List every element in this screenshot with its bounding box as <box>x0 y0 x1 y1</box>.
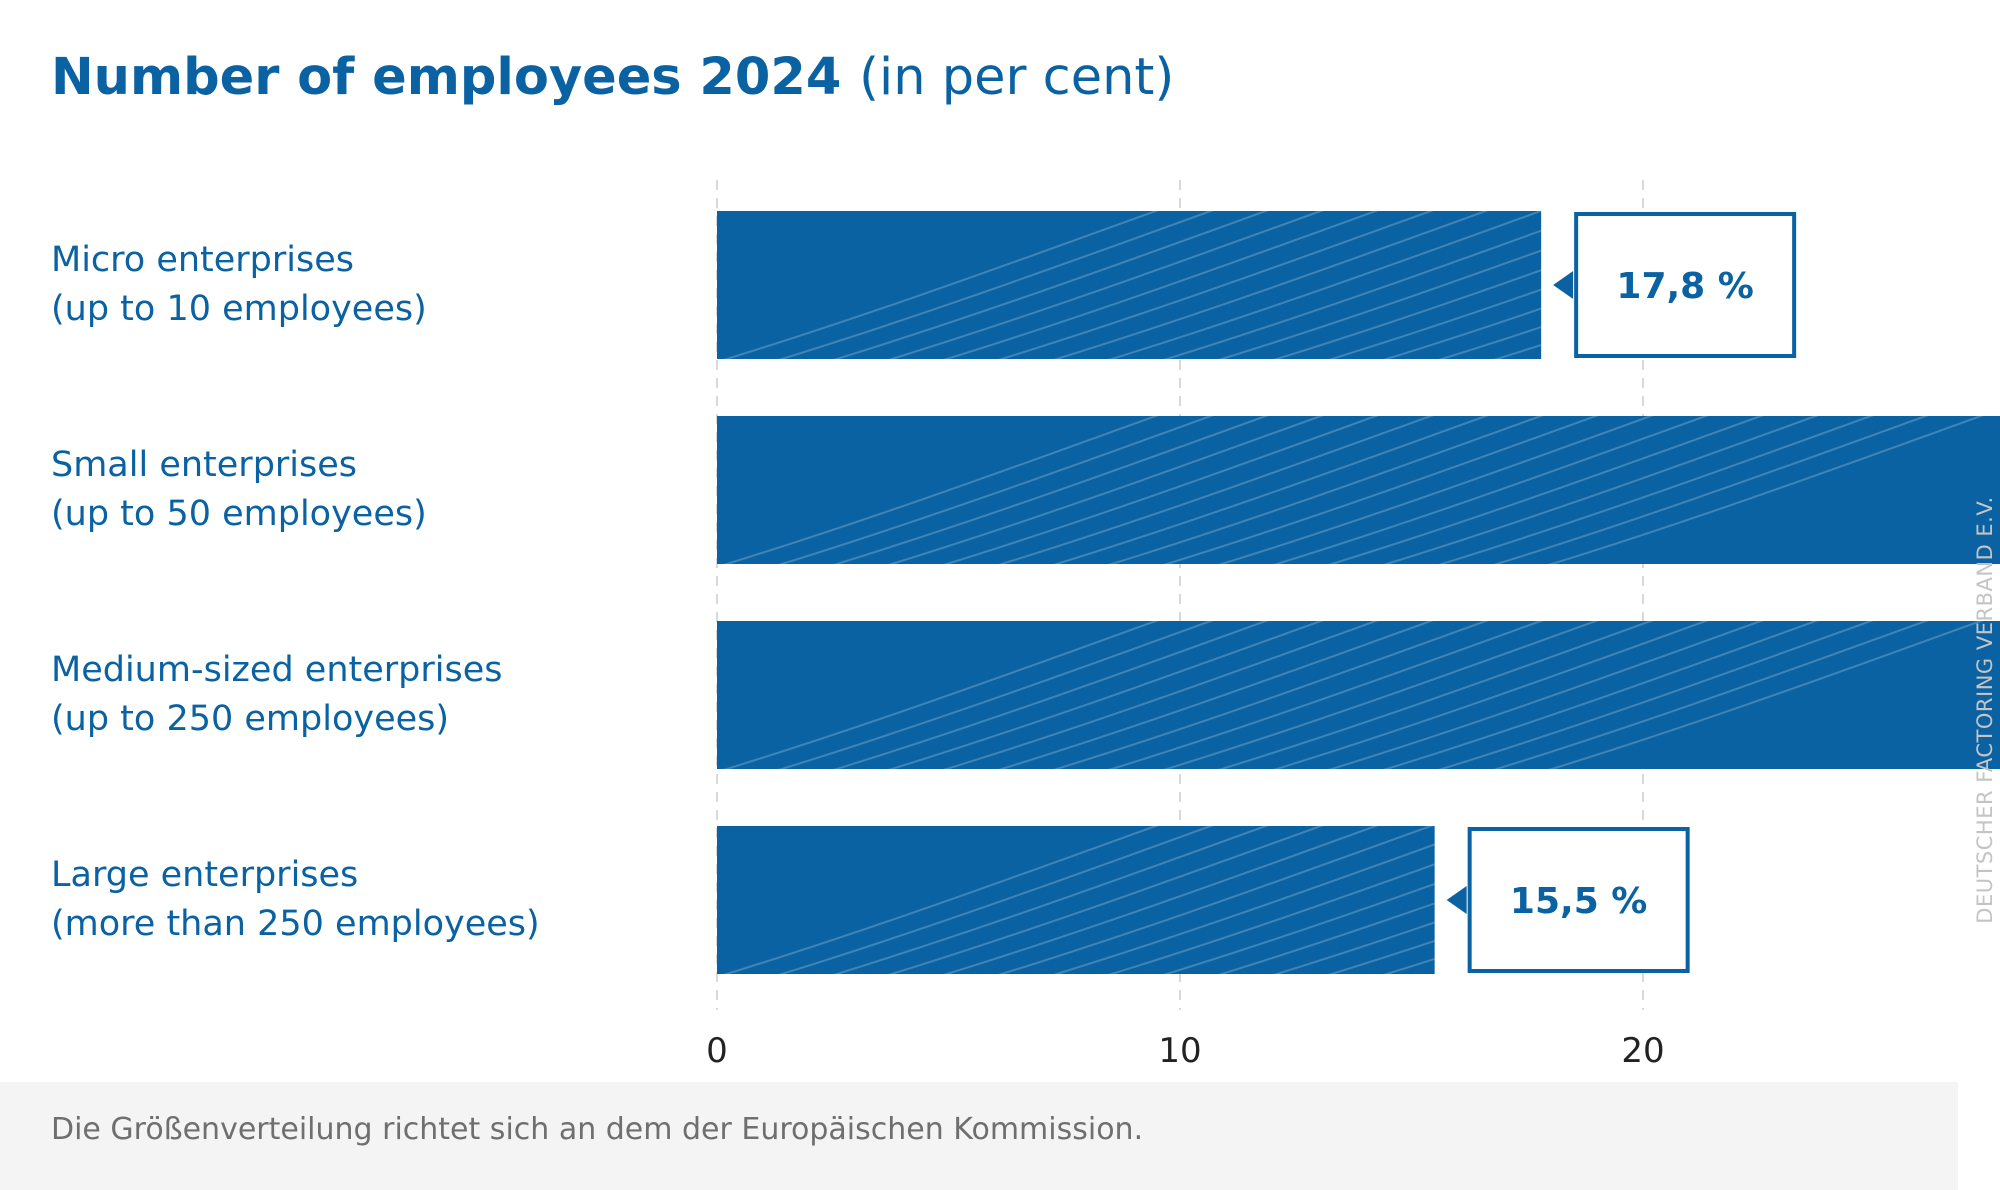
bar-texture <box>723 211 1542 359</box>
texture-line <box>1053 416 1489 564</box>
value-label-pointer <box>1553 271 1574 299</box>
texture-line <box>1273 921 1435 974</box>
texture-line <box>1218 416 1654 564</box>
chart-title: Number of employees 2024 (in per cent) <box>51 44 1174 112</box>
value-labels: 17,8 %28,9 %37,8 %15,5 % <box>1446 212 1797 973</box>
chart-title-main: Number of employees 2024 <box>51 48 842 107</box>
category-label-small: Small enterprises (up to 50 employees) <box>51 441 651 539</box>
category-label-line1: Micro enterprises <box>51 240 355 280</box>
category-label-line1: Small enterprises <box>51 445 358 485</box>
texture-line <box>1438 416 1874 564</box>
texture-line <box>723 621 1159 769</box>
category-label-large: Large enterprises (more than 250 employe… <box>51 851 651 949</box>
value-label-box <box>1467 827 1690 973</box>
bar-texture <box>723 826 1435 974</box>
texture-line <box>723 416 1159 564</box>
source-credit: DEUTSCHER FACTORING VERBAND E.V. <box>1973 496 1997 924</box>
texture-line <box>1383 621 1819 769</box>
category-label-line2: (up to 250 employees) <box>51 699 450 739</box>
texture-line <box>1273 416 1709 564</box>
texture-line <box>943 416 1379 564</box>
value-label: 15,5 % <box>1510 881 1647 922</box>
category-label-line2: (up to 50 employees) <box>51 494 427 534</box>
x-tick-label: 0 <box>706 1031 728 1071</box>
texture-line <box>1548 621 1984 769</box>
category-label-medium: Medium-sized enterprises (up to 250 empl… <box>51 646 651 744</box>
texture-line <box>1053 621 1489 769</box>
texture-line <box>1328 621 1764 769</box>
texture-line <box>1273 269 1542 359</box>
texture-line <box>1438 621 1874 769</box>
texture-line <box>943 211 1379 359</box>
texture-line <box>1108 211 1542 359</box>
texture-line <box>888 826 1324 974</box>
texture-line <box>1218 621 1654 769</box>
texture-line <box>998 826 1434 974</box>
texture-line <box>778 211 1214 359</box>
texture-line <box>778 416 1214 564</box>
category-label-micro: Micro enterprises (up to 10 employees) <box>51 236 651 334</box>
texture-line <box>1053 211 1489 359</box>
texture-line <box>888 416 1324 564</box>
texture-line <box>888 621 1324 769</box>
texture-line <box>1163 882 1435 974</box>
x-axis: 01020304050 <box>706 1031 1664 1071</box>
bar-texture <box>723 416 1984 564</box>
texture-line <box>943 826 1379 974</box>
texture-line <box>778 621 1214 769</box>
chart-title-unit: (in per cent) <box>859 48 1175 107</box>
bar <box>717 211 1542 359</box>
texture-line <box>833 826 1269 974</box>
bar <box>717 826 1435 974</box>
texture-line <box>1383 957 1435 974</box>
texture-line <box>833 621 1269 769</box>
texture-line <box>1218 249 1542 359</box>
bar <box>717 621 2000 769</box>
texture-line <box>1053 843 1435 974</box>
texture-line <box>998 211 1434 359</box>
texture-line <box>723 826 1159 974</box>
value-label-box <box>1574 212 1797 358</box>
texture-line <box>1438 326 1542 359</box>
x-tick-label: 20 <box>1621 1031 1664 1071</box>
footer-band: Die Größenverteilung richtet sich an dem… <box>0 1082 1958 1190</box>
bar-texture <box>723 621 1984 769</box>
texture-line <box>1493 343 1542 359</box>
texture-line <box>1328 288 1542 359</box>
category-label-line2: (more than 250 employees) <box>51 904 540 944</box>
texture-line <box>1493 621 1929 769</box>
texture-line <box>1218 902 1435 974</box>
texture-line <box>1273 621 1709 769</box>
texture-line <box>1108 416 1544 564</box>
texture-line <box>1328 416 1764 564</box>
texture-line <box>998 416 1434 564</box>
value-label: 17,8 % <box>1616 266 1753 307</box>
bar-chart: 17,8 %28,9 %37,8 %15,5 % 01020304050 <box>706 180 2000 1071</box>
texture-line <box>833 416 1269 564</box>
bars <box>717 211 2000 974</box>
texture-line <box>943 621 1379 769</box>
bar <box>717 416 2000 564</box>
texture-line <box>1108 863 1435 974</box>
texture-line <box>1383 307 1542 359</box>
texture-line <box>998 621 1434 769</box>
texture-line <box>1108 621 1544 769</box>
texture-line <box>778 826 1214 974</box>
value-label-pointer <box>1446 886 1467 914</box>
texture-line <box>1548 416 1984 564</box>
texture-line <box>833 211 1269 359</box>
category-label-line2: (up to 10 employees) <box>51 289 427 329</box>
texture-line <box>1493 416 1929 564</box>
texture-line <box>888 211 1324 359</box>
texture-line <box>723 211 1159 359</box>
category-label-line1: Large enterprises <box>51 855 359 895</box>
texture-line <box>1163 229 1542 359</box>
texture-line <box>1328 939 1435 974</box>
x-tick-label: 10 <box>1158 1031 1201 1071</box>
category-label-line1: Medium-sized enterprises <box>51 650 503 690</box>
texture-line <box>1383 416 1819 564</box>
texture-line <box>1163 416 1599 564</box>
footer-note: Die Größenverteilung richtet sich an dem… <box>51 1112 1144 1147</box>
texture-line <box>1163 621 1599 769</box>
